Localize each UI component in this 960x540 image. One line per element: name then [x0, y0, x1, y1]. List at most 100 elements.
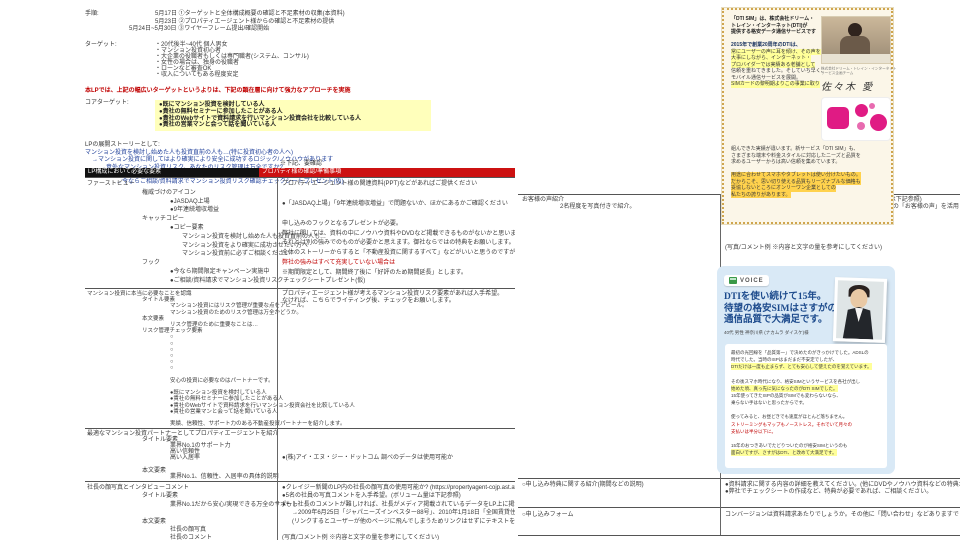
caption-company: 株式会社ドリーム・トレイン・インターネット	[821, 66, 897, 71]
row-partner-elements: 最適なマンション投資パートナーとしてプロパティエージェントを紹介 タイトル要素 業界…	[85, 429, 279, 481]
form-row-confirmation: コンバージョンは資料請求あたりでしょうか。その他に「問い合わせ」などありますでし…	[725, 512, 960, 519]
text-line: ○	[170, 346, 174, 353]
text-line: 乗らない手はないと思ったからです。	[731, 400, 807, 406]
text-line	[87, 509, 277, 517]
schedule-label: 手順:	[85, 11, 99, 17]
text-line: フック	[142, 260, 161, 267]
text-line: ●貴社の無料セミナーに参加したことがある人	[170, 396, 284, 403]
text-line: ●弊社でチェックシートの作成など、特典が必要であれば、ご相談ください。	[725, 489, 933, 495]
text-line: ●(株)アイ・エヌ・ジー・ドットコム 調べのデータは使用可能か	[282, 455, 453, 461]
testimonial-body: 最初の光回線を「品質第一」で決めたのがきっかけでした。ADSLの 時代でした。当時…	[725, 344, 887, 468]
text-line: 最適なマンション投資パートナーとしてプロパティエージェントを紹介	[87, 431, 279, 437]
text-line: ●貴社のWebサイトで資料請求を行いマンション投資会社を比較している人	[159, 115, 362, 122]
voice-row-label: お客様の声紹介 2名程度を写真付きで紹介。	[522, 197, 717, 211]
text-line: 5月24日~5月30日 ③ワイヤーフレーム提出/確認開始	[129, 26, 270, 32]
desk-shape	[822, 54, 890, 63]
example-body-text: 組んできた実績が違います。新サービス「DTI SIM」も、 さまざまな端末や料金ス…	[731, 146, 884, 198]
text-line: ●ご相談/資料請求でマンション投資リスクチェックシートプレゼント(仮)	[170, 277, 366, 284]
text-line: マンション投資に本当に必要なことを認識	[87, 291, 192, 297]
header-elements: LP構成において必要な要素	[85, 168, 259, 177]
caption-team: サービス企画チーム	[821, 70, 854, 76]
person-head-shape	[850, 288, 868, 309]
text-line: ●貴社の無料セミナーに参加したことがある人	[159, 108, 283, 115]
text-line: 「DTI SIM」は、株式会社ドリーム・	[731, 16, 815, 22]
text-line: →意外なマンション投資リスク、あなたのリスク管理は万全ですか?	[85, 165, 530, 172]
text-line: 本文要素	[142, 467, 167, 474]
text-line: マンション投資を検討し始めた人も投資直前の人も…	[182, 233, 327, 240]
text-line: 実績、信頼性、サポート力のある不動産投資パートナーを紹介します。	[170, 421, 346, 428]
text-line: ●貴社のWebサイトで資料請求を行いマンション投資会社を比較している人	[170, 402, 355, 409]
text-line: ●「JASDAQ上場」「9年連続増収増益」で問題ないか、ほかにあるかご確認くださ…	[282, 200, 508, 207]
text-line: 業界No.1、信頼性、入居率の具体的説明	[170, 473, 279, 480]
text-line: ○申し込みフォーム	[522, 512, 574, 518]
text-line: 申し込みのフックとなるプレゼントが必要。	[282, 220, 402, 227]
text-line: タイトル要素	[142, 297, 176, 304]
schedule-lines: 5月17日 ①ターゲットと全体構成概要の確認と不足素材の収集(本資料) 5月23日…	[129, 11, 345, 34]
text-line: ・大企業の役職者もしくは専門職者(システム、コンサル)	[155, 53, 309, 60]
text-line: 弊社に関しては、資料の中にノウハウ資料やDVDなど掲載できるものがないかと思いま…	[282, 230, 515, 237]
testimonial-title-line: DTIを使い続けて15年。	[724, 292, 827, 302]
text-line: ●資料請求に関する内容の詳細を教えてください。(他にDVDやノウハウ資料などの特…	[725, 482, 960, 488]
text-line: ※期間限定として、期間終了後に「好評のため期間延長」とします。	[282, 270, 467, 277]
sim-logo-square	[827, 107, 849, 129]
text-line: →今ならご相談/資料請求でマンション投資リスク確認チェックシートプレゼント(仮)	[116, 179, 344, 186]
text-line: 大事にしながら、インターネット・	[731, 55, 812, 62]
text-line: ●既にマンション投資を検討している人	[170, 390, 267, 397]
text-line: 最初の光回線を「品質第一」で決めたのがきっかけでした。ADSLの	[731, 350, 869, 355]
text-line: マンション投資をより確実に成功させたい方へ	[182, 242, 308, 249]
text-line: ・ローンなど審査OK	[155, 65, 212, 72]
text-line: それとは別の強みでのものが必要かと思えます。御社ならではの特典をお願いします。	[282, 240, 515, 247]
text-line: ●もし社長のコメントが難しければ、社長がメディア掲載されているデータをLP上に掲…	[282, 501, 515, 508]
text-line: ○申し込み特典に関する紹介(期間などの説明)	[522, 482, 644, 488]
customer-photo	[832, 277, 888, 343]
privilege-row-confirmation: ●資料請求に関する内容の詳細を教えてください。(他にDVDやノウハウ資料などの特…	[725, 482, 960, 496]
text-line: 提供する格安データ通信サービスです	[731, 29, 817, 35]
sim-logo-dot	[870, 114, 887, 131]
sim-logo-dot	[857, 122, 865, 130]
text-line: (リンクするとユーザーが他のページに飛んでしまうためリンクはせずにテキストを引用…	[292, 518, 515, 525]
text-line: 社長の顔写真	[170, 527, 207, 534]
text-line: キャッチコピー	[142, 216, 185, 223]
row-partner-confirmation: ●(株)アイ・エヌ・ジー・ドットコム 調べのデータは使用可能か	[277, 429, 515, 481]
text-line: ・収入についてもある程度安定	[155, 71, 239, 78]
text-line: 5月17日 ①ターゲットと全体構成概要の確認と不足素材の収集(本資料)	[155, 11, 345, 17]
row-president-confirmation: ●クレイジー新聞のLP内の社長の顔写真の使用可能か? (https://prop…	[277, 482, 515, 540]
text-line: プロバイダーでは実績ある老舗として	[731, 61, 816, 68]
person-head-shape	[848, 23, 862, 37]
text-line: タイトル要素	[142, 493, 179, 500]
photo-caption: 株式会社ドリーム・トレイン・インターネット サービス企画チーム	[821, 66, 897, 75]
testimonial-title-line: 待望の格安SIMはさすがの	[724, 303, 837, 314]
text-line: ・女性の場合は、独身の役職者	[155, 59, 240, 66]
text-line: ●今なら期間限定キャンペーン実施中	[170, 268, 270, 275]
text-line	[282, 210, 515, 220]
dti-sim-example-clip: 「DTI SIM」は、株式会社ドリーム・ トレイン・インターネット(DTI)が 提供…	[722, 8, 897, 224]
row-divider	[518, 535, 960, 536]
text-line: マンション投資を検討し始めた人も投資直前の人も…(特に投資初心者の人へ)	[85, 150, 293, 157]
text-line: (写真/コメント例 ※内容と文字の量を参考にしてください)	[282, 535, 439, 540]
text-line: お客様の声紹介	[522, 197, 565, 203]
person-body-shape	[840, 36, 870, 56]
testimonial-title: DTIを使い続けて15年。 待望の格安SIMはさすがの 通信品質で大満足です。	[724, 292, 888, 327]
sim-logo-dot	[855, 104, 868, 117]
voice-tab-label: VOICE	[740, 277, 764, 284]
text-line: 求めるユーザーからは高い信頼を集めています。	[731, 159, 841, 165]
text-line: プロパティエージェント様が考えるマンション投資リスク要素があれば入手希望。	[282, 291, 504, 297]
text-line: ○	[170, 340, 174, 347]
text-line: マンション投資にはリスク管理が重要な点をアピール。	[170, 303, 308, 310]
core-target-row: コアターゲット: ●既にマンション投資を検討している人 ●貴社の無料セミナーに参加…	[85, 100, 530, 132]
text-line: 社長の顔写真とインタビューコメント	[87, 485, 190, 491]
target-lines: ・20代後半~40代 個人男女 ・マンション投資初心者 ・大企業の役職者もしくは専門…	[155, 42, 309, 79]
text-line: 高い信頼性	[170, 449, 201, 456]
text-line: ●貴社の営業マンと会って話を聞いている人	[159, 122, 277, 129]
text-line: 弊社の強みはすべて充実していない場合は	[282, 260, 396, 267]
example-intro-text: 「DTI SIM」は、株式会社ドリーム・ トレイン・インターネット(DTI)が 提供…	[731, 16, 826, 141]
example-top: 「DTI SIM」は、株式会社ドリーム・ トレイン・インターネット(DTI)が 提供…	[731, 16, 897, 141]
text-line: 本文要素	[142, 518, 167, 525]
text-line: リスク管理チェック要素	[142, 328, 203, 335]
text-line: 本文要素	[142, 315, 165, 322]
text-line	[731, 435, 881, 442]
text-line: →マンション投資に関してはより確実により安全に成功するロジック/ノウハウがありま…	[92, 157, 334, 164]
text-line: ファーストビュー	[87, 181, 135, 187]
row-firstview-elements: ファーストビュー 権威づけのアイコン ●JASDAQ上場 ●9年連続増収増益 キャッチコ…	[85, 178, 366, 288]
target-row: ターゲット: ・20代後半~40代 個人男女 ・マンション投資初心者 ・大企業の役職…	[85, 42, 530, 79]
